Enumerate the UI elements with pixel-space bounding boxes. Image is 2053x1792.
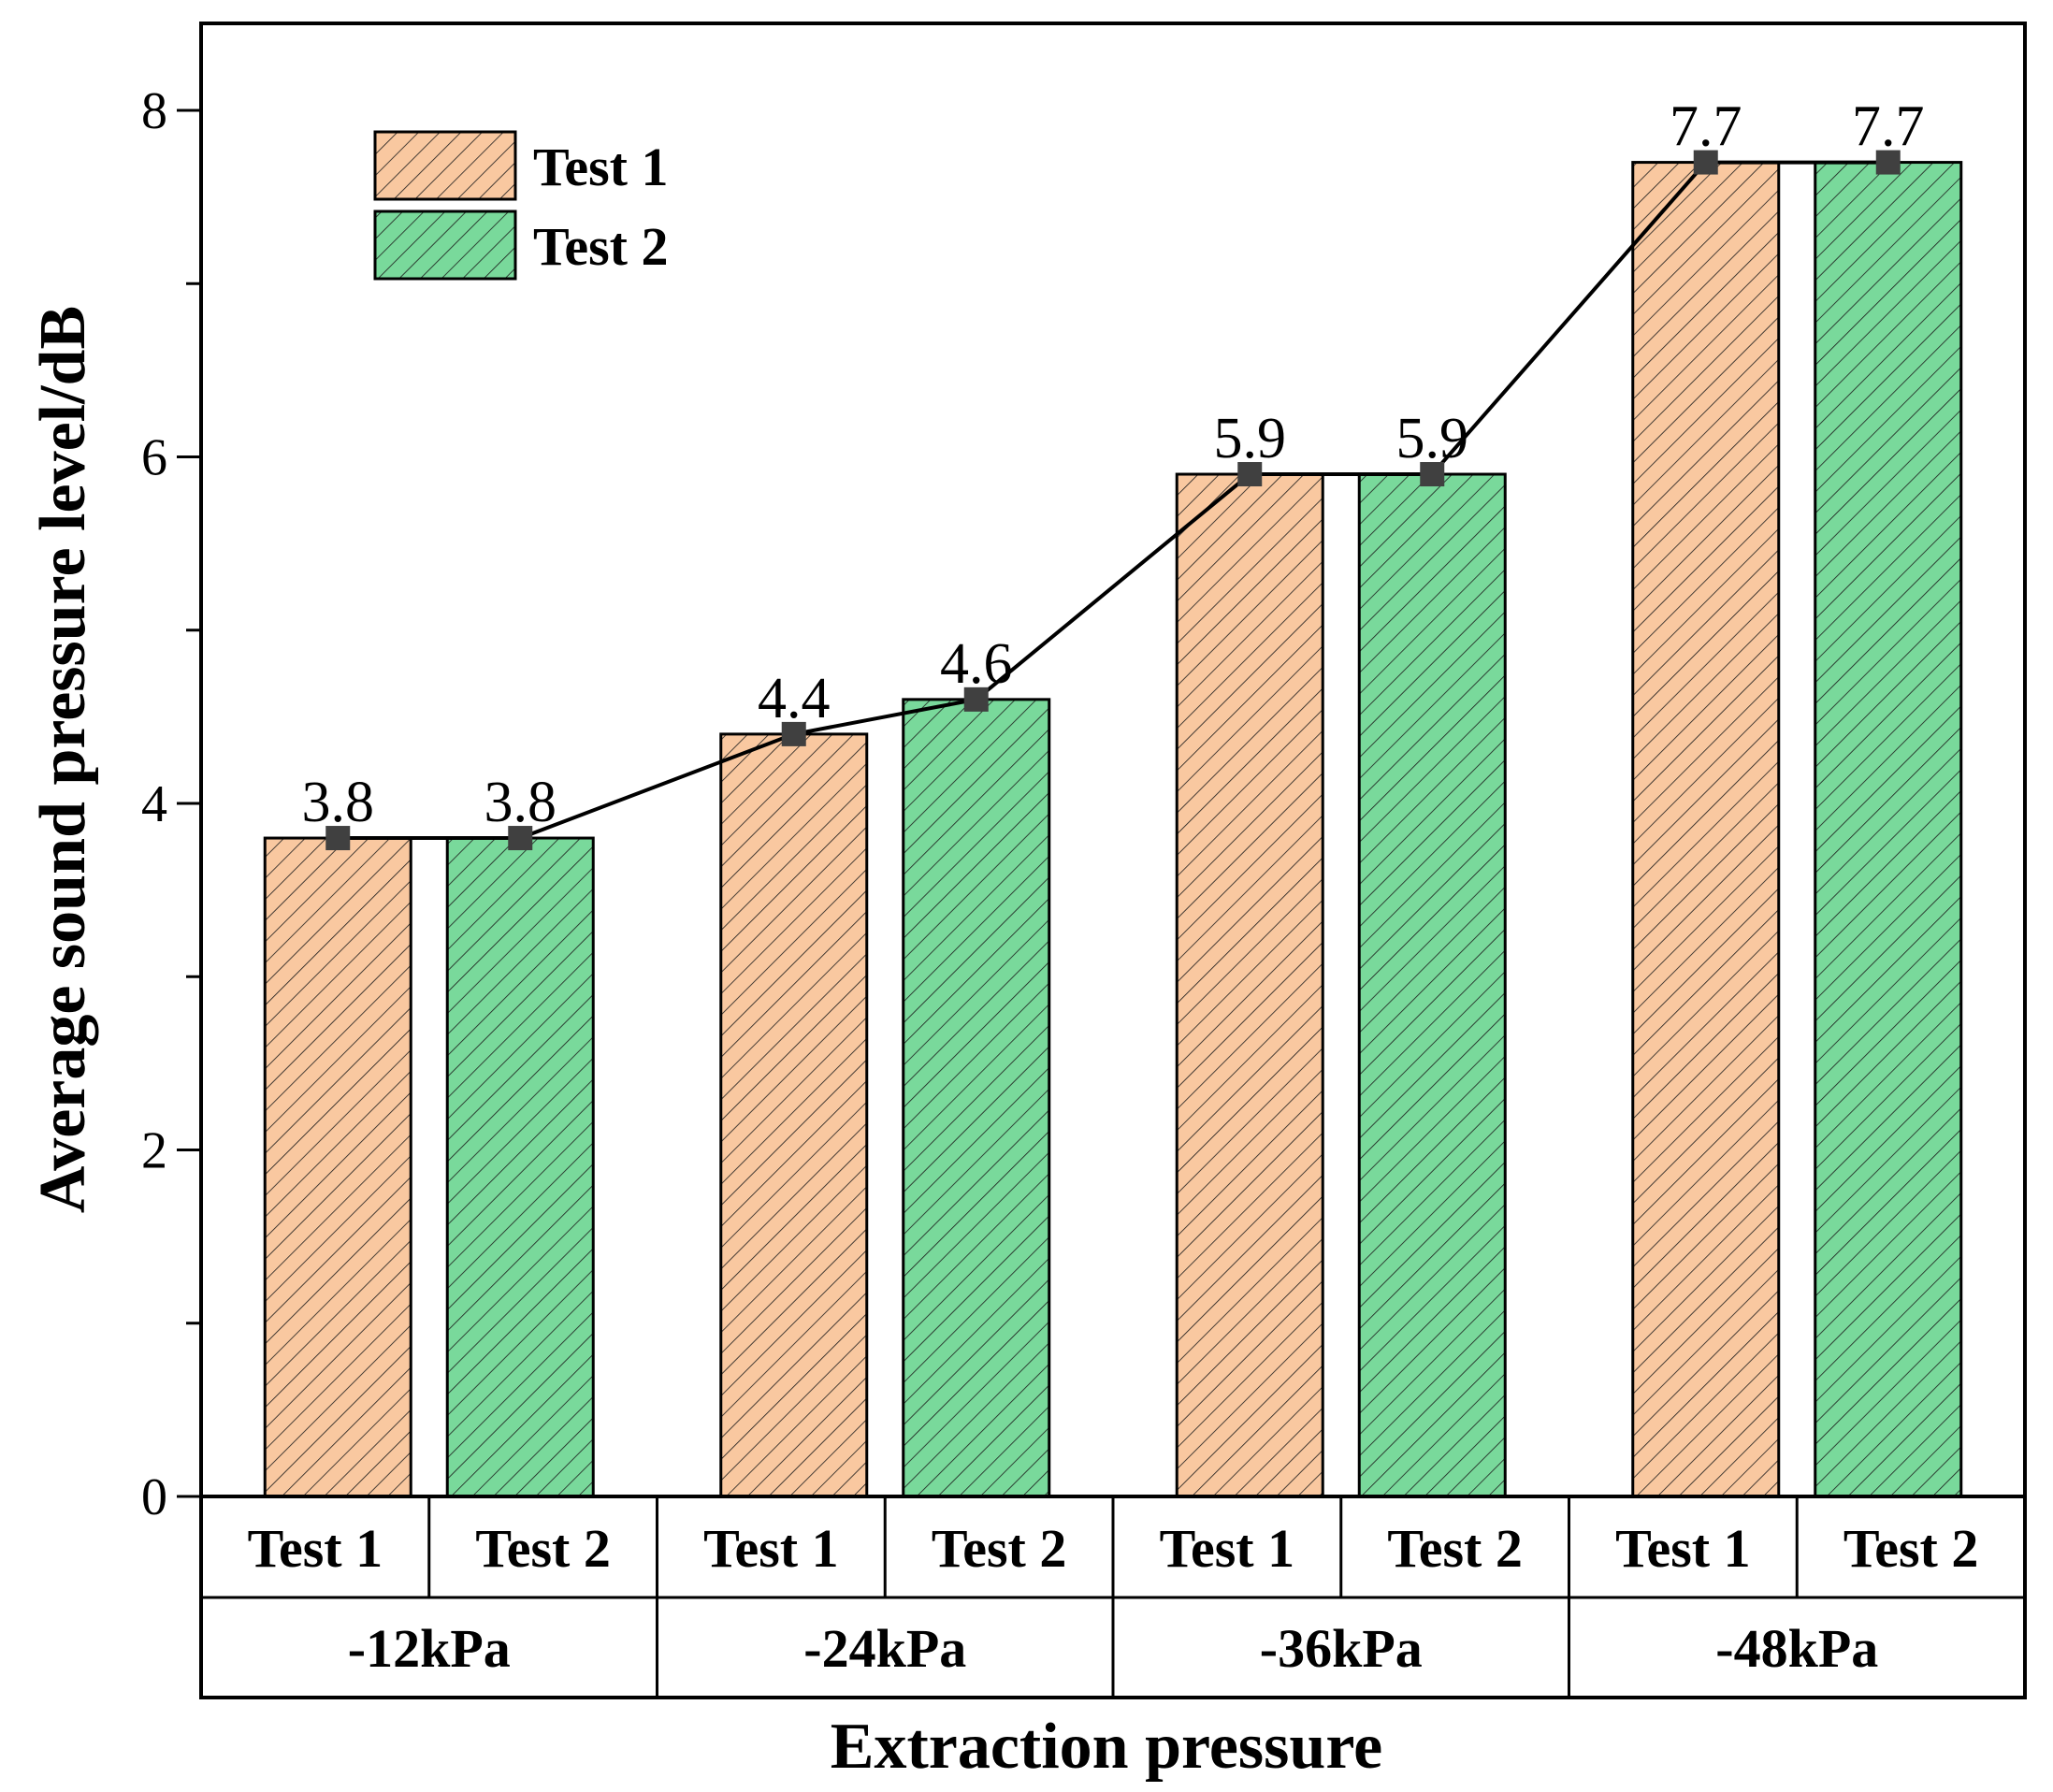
bar-hatch-48kpa-test-2 <box>1814 161 1963 1498</box>
trend-marker-4 <box>963 686 989 712</box>
x-sub-label-12kpa-test-2: Test 2 <box>475 1518 611 1579</box>
bar-hatch-36kpa-test-2 <box>1357 472 1507 1498</box>
y-tick-label-6: 6 <box>141 429 167 487</box>
y-tick-label-8: 8 <box>141 82 167 140</box>
trend-marker-3 <box>781 721 806 746</box>
bar-hatch-12kpa-test-2 <box>445 836 595 1498</box>
x-axis-title: Extraction pressure <box>831 1711 1382 1783</box>
x-group-label-24kpa: -24kPa <box>803 1618 966 1679</box>
legend-label-test-1: Test 1 <box>533 137 669 197</box>
trend-marker-6 <box>1420 462 1445 487</box>
bar-hatch-24kpa-test-1 <box>719 732 869 1498</box>
bar-hatch-36kpa-test-1 <box>1175 472 1324 1498</box>
x-group-label-12kpa: -12kPa <box>348 1618 511 1679</box>
x-sub-label-24kpa-test-1: Test 1 <box>703 1518 839 1579</box>
bar-hatch-24kpa-test-2 <box>902 698 1051 1498</box>
data-label-12kpa-test-1: 3.8 <box>302 771 375 834</box>
data-label-48kpa-test-1: 7.7 <box>1670 95 1742 159</box>
y-tick-label-2: 2 <box>141 1122 167 1180</box>
legend: Test 1 Test 2 <box>373 130 669 281</box>
category-table-frame <box>199 1495 2027 1699</box>
x-sub-label-12kpa-test-1: Test 1 <box>248 1518 383 1579</box>
x-sub-label-48kpa-test-1: Test 1 <box>1615 1518 1751 1579</box>
data-label-24kpa-test-1: 4.4 <box>758 667 831 730</box>
data-label-36kpa-test-1: 5.9 <box>1214 407 1287 470</box>
x-sub-label-36kpa-test-1: Test 1 <box>1160 1518 1295 1579</box>
bar-hatch-12kpa-test-1 <box>263 836 412 1498</box>
data-label-24kpa-test-2: 4.6 <box>940 632 1013 696</box>
bar-hatch-48kpa-test-1 <box>1631 161 1781 1498</box>
x-sub-label-24kpa-test-2: Test 2 <box>932 1518 1067 1579</box>
x-sub-label-48kpa-test-2: Test 2 <box>1843 1518 1979 1579</box>
data-label-12kpa-test-2: 3.8 <box>484 771 557 834</box>
x-group-label-36kpa: -36kPa <box>1260 1618 1423 1679</box>
data-label-48kpa-test-2: 7.7 <box>1852 95 1925 159</box>
trend-line <box>338 160 1888 841</box>
y-axis-title: Average sound pressure level/dB <box>27 306 99 1213</box>
trend-marker-8 <box>1875 150 1901 175</box>
data-label-36kpa-test-2: 5.9 <box>1396 407 1469 470</box>
trend-marker-7 <box>1693 150 1718 175</box>
legend-label-test-2: Test 2 <box>533 216 669 277</box>
x-group-label-48kpa: -48kPa <box>1715 1618 1878 1679</box>
y-tick-label-0: 0 <box>141 1468 167 1526</box>
y-tick-label-4: 4 <box>141 775 167 833</box>
trend-marker-2 <box>508 826 533 851</box>
trend-marker-5 <box>1237 462 1263 487</box>
trend-marker-1 <box>325 826 351 851</box>
x-sub-label-36kpa-test-2: Test 2 <box>1387 1518 1523 1579</box>
